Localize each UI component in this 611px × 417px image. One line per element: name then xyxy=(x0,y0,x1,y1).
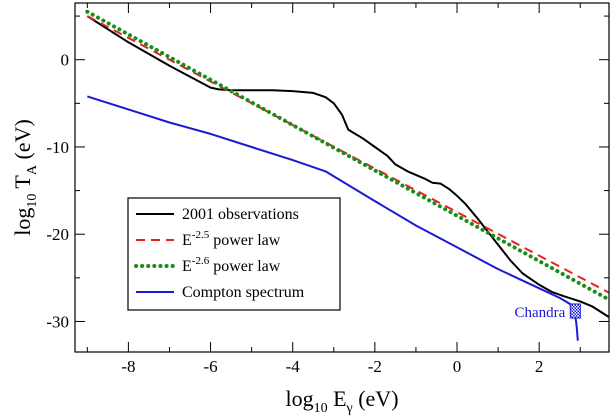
y-tick-label: -10 xyxy=(46,138,69,157)
x-tick-label: -4 xyxy=(286,357,301,376)
legend-label-3: Compton spectrum xyxy=(182,284,305,301)
chandra-label: Chandra xyxy=(514,305,565,321)
plot-frame xyxy=(74,2,610,353)
x-tick-label: -6 xyxy=(203,357,217,376)
legend-label-2: E-2.6 power law xyxy=(182,255,281,275)
series-line-0 xyxy=(86,15,609,318)
series-line-2 xyxy=(85,9,609,302)
legend: 2001 observations E-2.5 power law E-2.6 po… xyxy=(127,197,341,311)
series-line-1 xyxy=(86,15,609,294)
y-axis-label: log10 TA (eV) xyxy=(10,119,40,236)
x-tick-label: -2 xyxy=(368,357,382,376)
y-tick-label: -20 xyxy=(46,225,69,244)
y-tick-label: -30 xyxy=(46,312,69,331)
x-tick-label: -8 xyxy=(121,357,135,376)
x-tick-label: 0 xyxy=(453,357,462,376)
y-tick-label: 0 xyxy=(61,51,70,70)
legend-label-0: 2001 observations xyxy=(182,206,299,223)
x-axis-label: log10 Eγ (eV) xyxy=(285,386,398,416)
legend-label-1: E-2.5 power law xyxy=(182,229,281,249)
chandra-marker xyxy=(569,303,581,319)
x-tick-label: 2 xyxy=(535,357,544,376)
